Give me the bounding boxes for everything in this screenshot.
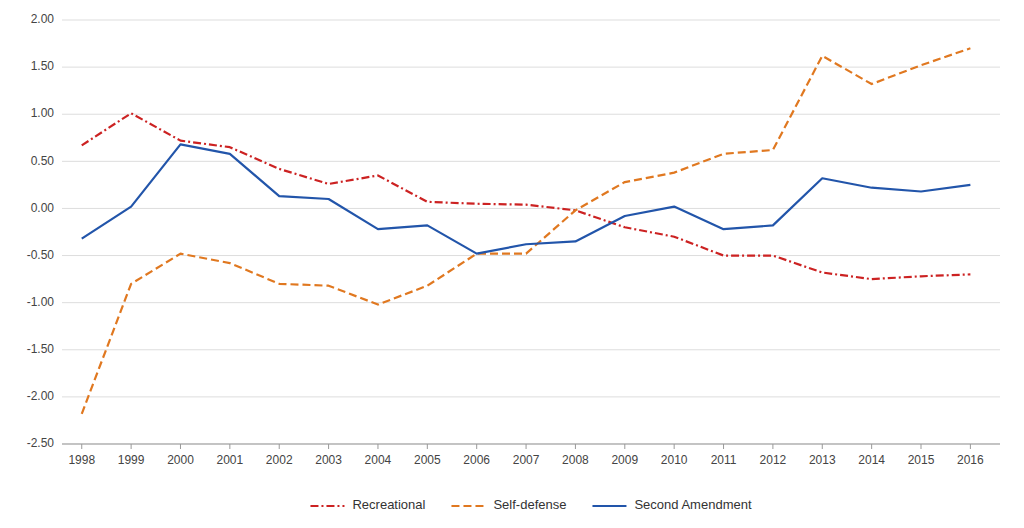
chart-container: -2.50 -2.00 -1.50 -1.00 -0.50 0.00 0.50 1.00 1.5… [0,0,1024,528]
x-tick [970,444,971,449]
y-tick-label: -0.50 [27,248,55,262]
x-tick-label: 2014 [858,453,885,467]
grid-line [62,444,1000,445]
x-tick-label: 2005 [414,453,441,467]
x-tick-label: 2012 [760,453,787,467]
x-tick-label: 1999 [118,453,145,467]
legend-swatch [592,505,626,507]
x-tick-label: 2008 [562,453,589,467]
x-tick [328,444,329,449]
y-tick-label: 0.00 [31,201,55,215]
x-tick [772,444,773,449]
y-tick-label: 1.50 [31,59,55,73]
y-tick-label: 1.00 [31,106,55,120]
x-tick-label: 2004 [365,453,392,467]
x-tick-label: 2001 [217,453,244,467]
y-tick-label: -1.50 [27,342,55,356]
legend-label: Self-defense [493,497,566,512]
x-tick [575,444,576,449]
y-axis: -2.50 -2.00 -1.50 -1.00 -0.50 0.00 0.50 1.00 1.5… [27,12,55,450]
grid-line [62,114,1000,115]
y-tick-label: -2.50 [27,436,55,450]
x-tick [921,444,922,449]
x-tick [81,444,82,449]
grid-line [62,161,1000,162]
x-axis-line [62,444,1000,445]
legend-item: Recreational [310,497,425,512]
chart-svg: -2.50 -2.00 -1.50 -1.00 -0.50 0.00 0.50 1.00 1.5… [0,0,1024,528]
legend-item: Second Amendment [592,497,751,512]
legend-label: Second Amendment [634,497,751,512]
series-line [82,48,971,414]
x-tick [526,444,527,449]
series-line [82,144,971,253]
x-tick [624,444,625,449]
x-tick [427,444,428,449]
x-tick [279,444,280,449]
x-tick-label: 2002 [266,453,293,467]
x-tick [131,444,132,449]
legend: Recreational Self-defense Second Amendment [310,497,751,512]
y-tick-label: -1.00 [27,295,55,309]
x-tick-label: 2015 [908,453,935,467]
y-tick-label: 0.50 [31,154,55,168]
x-tick [822,444,823,449]
x-tick [377,444,378,449]
grid-line [62,255,1000,256]
x-tick-label: 2009 [611,453,638,467]
x-tick-label: 2013 [809,453,836,467]
x-tick-label: 2011 [711,453,737,467]
legend-swatch [451,505,485,507]
legend-label: Recreational [352,497,425,512]
x-tick [180,444,181,449]
grid-line [62,396,1000,397]
legend-swatch [310,505,344,507]
grid-line [62,302,1000,303]
x-tick-label: 1998 [68,453,95,467]
grid-line [62,208,1000,209]
x-tick-label: 2006 [463,453,490,467]
x-axis: 1998 1999 2000 2001 2002 2003 2004 2005 2006 2007… [62,444,1000,467]
legend-item: Self-defense [451,497,566,512]
y-tick-label: 2.00 [31,12,55,26]
grid-line [62,67,1000,68]
lines [82,48,971,414]
x-tick [871,444,872,449]
grid-line [62,20,1000,21]
x-tick-label: 2000 [167,453,194,467]
grid-line [62,349,1000,350]
x-tick [723,444,724,449]
x-tick-label: 2003 [315,453,342,467]
x-tick [229,444,230,449]
x-tick-label: 2010 [661,453,688,467]
grid [62,20,1000,444]
y-tick-label: -2.00 [27,389,55,403]
x-tick-label: 2007 [513,453,540,467]
x-tick [674,444,675,449]
x-tick-label: 2016 [957,453,984,467]
x-tick [476,444,477,449]
